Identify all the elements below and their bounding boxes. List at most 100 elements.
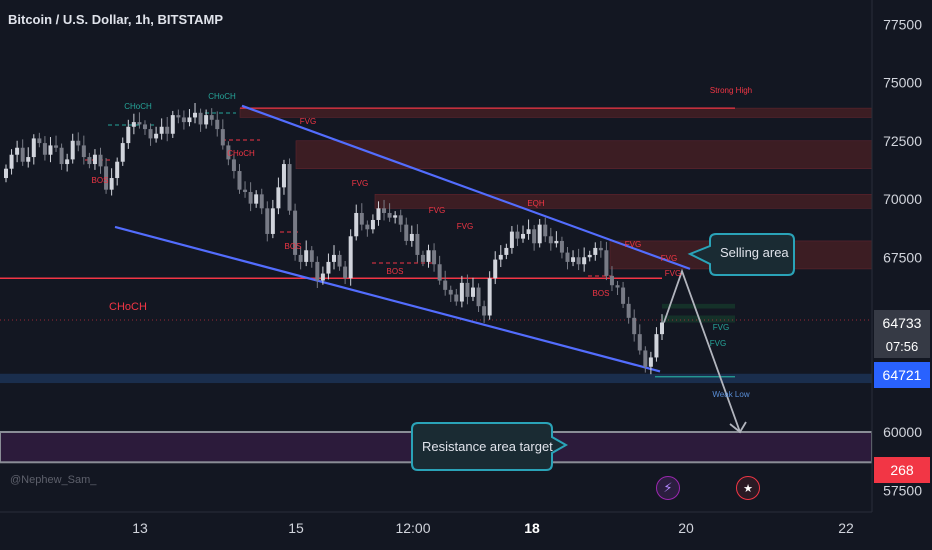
resistance-target-callout-box [411,422,569,471]
candle-body [493,259,498,279]
x-tick-label: 18 [524,520,540,536]
candle-body [270,208,275,234]
candle-body [398,215,403,225]
candle-body [209,115,214,120]
candle-body [220,129,225,146]
candle-body [515,231,520,239]
resistance-area-target-label: Resistance area target [422,439,553,454]
candle-body [92,154,97,165]
us-flag-icon[interactable]: ★ [736,476,760,500]
candle-body [87,157,92,165]
candle-body [470,287,475,297]
y-tick-label: 70000 [883,191,922,207]
candle-body [237,171,242,190]
candle-body [148,129,153,139]
candle-body [109,178,114,190]
candle-body [304,250,309,262]
candle-body [20,147,25,162]
y-tick-label: 67500 [883,249,922,265]
candle-body [320,273,325,281]
annotation-label: FVG [457,222,473,231]
candle-body [660,322,664,335]
x-axis-labels: 13 15 12:00 18 20 22 [132,520,854,536]
candle-body [231,159,236,172]
annotation-label: FVG [661,254,677,263]
annotation-label: BOS [387,267,404,276]
candle-body [598,247,603,251]
time-axis[interactable] [0,512,932,550]
candle-body [42,143,47,155]
annotation-label: CHoCH [124,102,152,111]
candle-body [37,138,42,144]
selling-area-callout-box [687,233,795,276]
annotation-label: FVG [665,269,681,278]
lightning-icon[interactable]: ⚡ [656,476,680,500]
candle-body [326,261,331,274]
candle-body [543,224,548,237]
candle-body [604,250,609,276]
candle-body [48,145,53,155]
candle-body [420,254,425,262]
annotation-label: FVG [710,339,726,348]
candle-body [626,303,631,318]
candle-body [565,252,570,262]
annotation-label: BOS [593,289,610,298]
candle-body [159,126,164,134]
y-tick-label: 75000 [883,75,922,91]
candle-body [281,164,286,188]
candle-body [404,224,409,241]
candle-body [448,289,453,295]
candle-body [315,261,320,281]
candle-body [426,250,431,262]
candle-body [337,254,342,267]
candle-body [181,117,186,123]
fvg-zone [662,303,735,309]
fvg-zone [239,107,873,118]
candle-body [409,233,414,241]
candle-body [504,247,509,255]
candle-body [443,280,448,290]
x-tick-label: 22 [838,520,854,536]
candle-body [154,133,159,139]
candle-body [348,236,353,279]
channel-upper-line [241,104,691,270]
candle-body [165,126,170,134]
projection-path [663,268,741,433]
candle-body [615,285,620,288]
candle-body [382,208,387,213]
candle-body [9,154,14,169]
price-axis[interactable] [872,0,932,512]
annotation-label: CHoCH [227,149,255,158]
candle-body [226,145,231,160]
annotation-label: BOS [92,176,109,185]
price-alert-tag[interactable]: 268 [874,457,930,483]
candle-body [287,164,292,211]
candle-body [126,126,131,144]
candle-body [548,236,553,244]
bar-countdown-value: 07:56 [885,339,919,354]
candle-body [632,317,637,335]
candles-layer [4,103,664,375]
candle-body [354,212,359,237]
candle-body [204,115,209,125]
y-tick-label: 77500 [883,16,922,32]
candle-body [54,145,59,148]
last-price-tag: 64733 [874,310,930,336]
candle-body [137,122,142,125]
annotation-label: FVG [625,240,641,249]
y-tick-label: 57500 [883,482,922,498]
candle-body [459,282,464,302]
candle-body [243,189,248,193]
candle-body [370,219,375,230]
candle-body [571,257,576,262]
candle-body [526,229,531,234]
candle-body [509,231,514,248]
x-tick-label: 20 [678,520,694,536]
candle-body [193,112,198,118]
candle-body [432,250,437,265]
candle-body [15,147,20,155]
candle-body [198,112,203,125]
price-alert-value: 268 [890,462,914,478]
candle-body [648,357,653,367]
